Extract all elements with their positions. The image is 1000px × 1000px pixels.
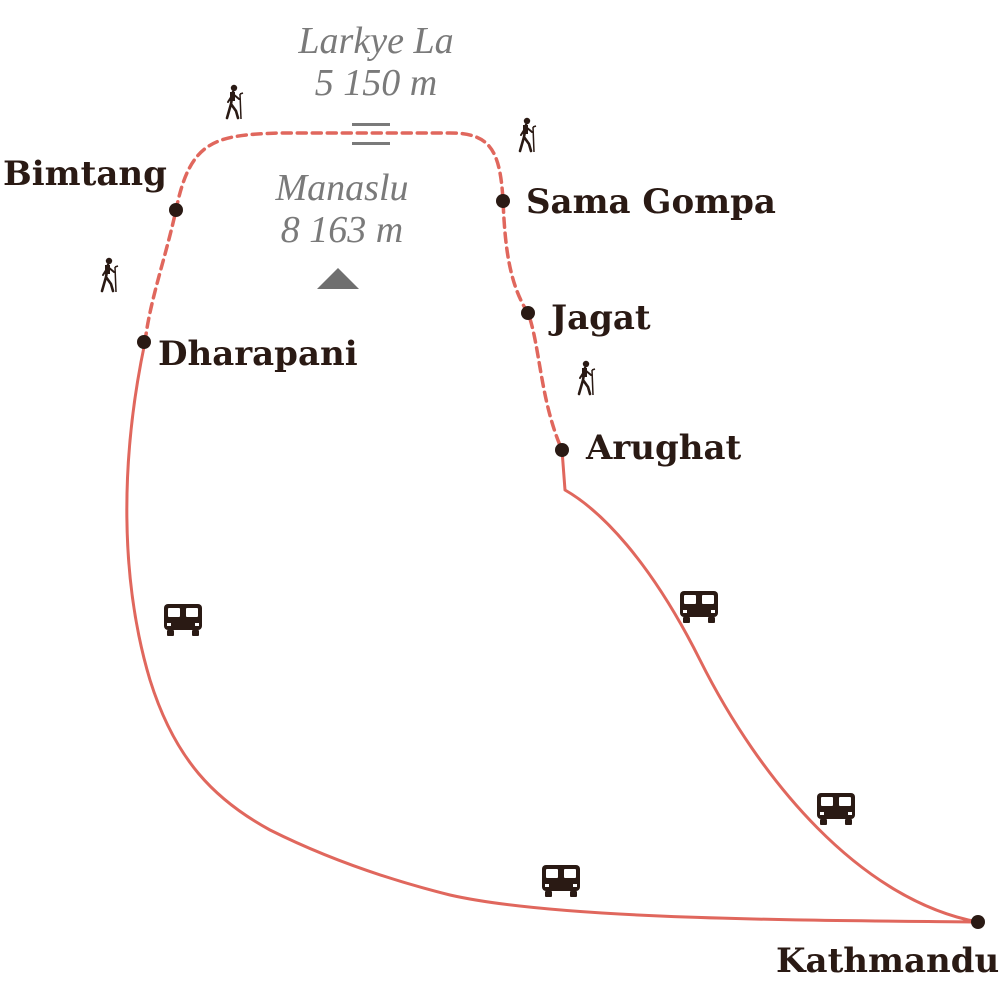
place-sama-gompa: Sama Gompa	[526, 182, 776, 222]
manaslu-name: Manaslu	[275, 167, 409, 209]
bus-icon	[680, 591, 718, 623]
node-dharapani	[137, 335, 151, 349]
hiker-icon	[225, 83, 245, 121]
peak-triangle-icon	[317, 268, 359, 289]
node-bimtang	[169, 203, 183, 217]
trek-route	[143, 131, 564, 452]
manaslu-elevation: 8 163 m	[280, 209, 404, 251]
larkye-la-elevation: 5 150 m	[314, 62, 438, 104]
bus-icon	[542, 865, 580, 897]
hiker-icon	[518, 116, 538, 154]
place-jagat: Jagat	[551, 298, 651, 338]
larkye-la-name: Larkye La	[298, 20, 454, 62]
bus-icon	[817, 793, 855, 825]
place-arughat: Arughat	[586, 428, 742, 468]
bus-icon	[164, 604, 202, 636]
place-bimtang: Bimtang	[3, 154, 167, 194]
manaslu-label: Manaslu 8 163 m	[232, 167, 452, 251]
road-route	[125, 340, 980, 924]
node-sama-gompa	[496, 194, 510, 208]
hiker-icon	[577, 359, 597, 397]
node-jagat	[521, 306, 535, 320]
node-kathmandu	[971, 915, 985, 929]
place-kathmandu: Kathmandu	[776, 941, 1000, 981]
place-dharapani: Dharapani	[158, 334, 358, 374]
node-arughat	[555, 443, 569, 457]
pass-icon	[352, 123, 390, 145]
larkye-la-label: Larkye La 5 150 m	[266, 20, 486, 104]
hiker-icon	[100, 256, 120, 294]
